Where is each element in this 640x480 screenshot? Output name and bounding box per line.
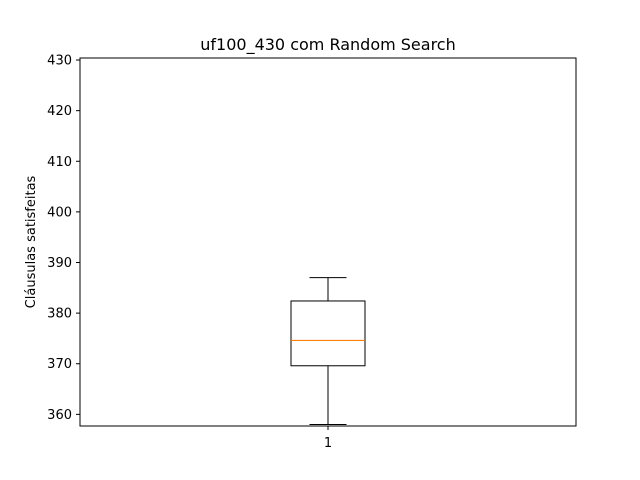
y-tick-label-420: 420: [47, 104, 72, 119]
y-tick-label-430: 430: [47, 54, 72, 69]
y-axis-label: Cláusulas satisfeitas: [24, 175, 39, 308]
chart-title: uf100_430 com Random Search: [200, 35, 456, 55]
y-tick-label-410: 410: [47, 155, 72, 170]
y-tick-label-390: 390: [47, 256, 72, 271]
box-iqr: [290, 300, 366, 367]
y-tick-label-380: 380: [47, 307, 72, 322]
y-tick-label-360: 360: [47, 408, 72, 423]
y-tick-label-400: 400: [47, 205, 72, 220]
plot-area: 360 370 380 390 400 410 420 430 1: [47, 54, 577, 451]
x-tick-label-1: 1: [324, 436, 332, 451]
y-tick-label-370: 370: [47, 357, 72, 372]
